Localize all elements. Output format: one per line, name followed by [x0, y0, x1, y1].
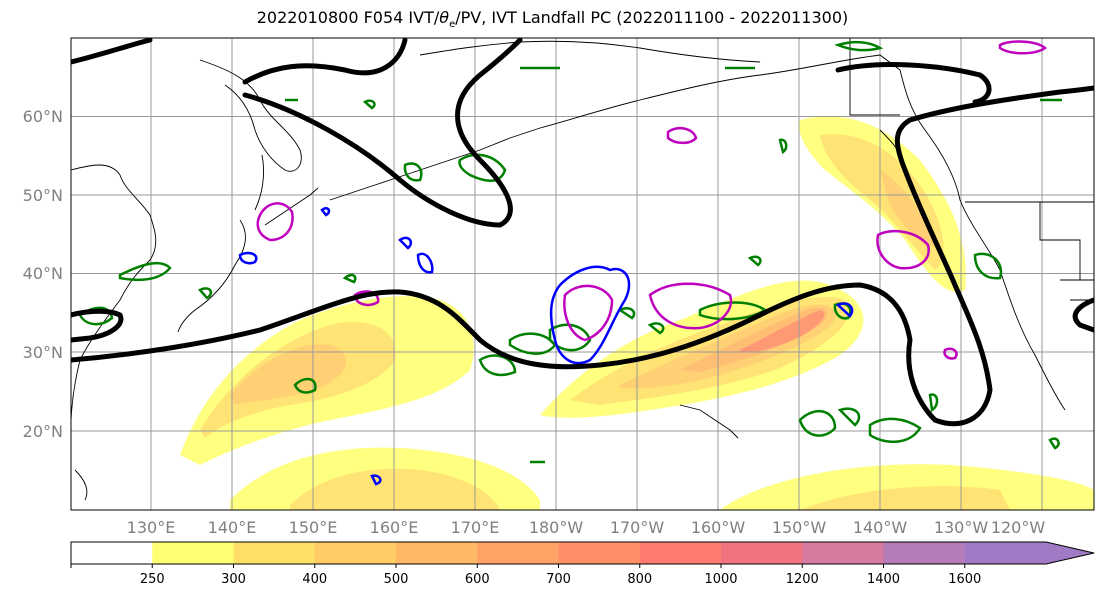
- pv-contours: [71, 38, 1094, 427]
- lat-label: 60°N: [23, 107, 63, 126]
- title-theta: θ: [439, 8, 450, 27]
- colorbar-tick-label: 300: [221, 572, 246, 587]
- lon-label: 170°E: [451, 518, 500, 537]
- colorbar-tick-label: 1200: [786, 572, 819, 587]
- colorbar-segment: [233, 542, 316, 564]
- colorbar-segment: [314, 542, 397, 564]
- coast-philippines: [74, 469, 88, 501]
- colorbar-segment: [396, 542, 478, 564]
- ivt-shading: [180, 116, 1094, 510]
- title-run: 2022010800 F054 IVT/: [256, 8, 440, 27]
- coast-hawaii: [679, 404, 739, 439]
- magenta-contours: [256, 40, 1048, 360]
- lon-labels: 130°E 140°E 150°E 160°E 170°E 180°W 170°…: [127, 518, 1046, 537]
- title-theta-sub: e: [449, 19, 456, 31]
- lon-label: 130°E: [127, 518, 176, 537]
- colorbar-ticks: 250 300 400 500 600 700 800 1000 1200 1400 1600: [70, 564, 981, 587]
- lon-label: 140°W: [853, 518, 908, 537]
- coast-japan: [177, 219, 246, 333]
- coast-sakhalin: [254, 154, 265, 211]
- colorbar-tick-label: 400: [302, 572, 327, 587]
- colorbar-tick-label: 1000: [704, 572, 737, 587]
- lon-label: 150°W: [772, 518, 827, 537]
- colorbar-outline: [70, 541, 1095, 565]
- coast-alaska-north: [419, 40, 761, 63]
- lon-label: 170°W: [610, 518, 665, 537]
- lat-label: 50°N: [23, 186, 63, 205]
- coast-kamchatka: [199, 59, 302, 172]
- lon-label: 150°E: [289, 518, 338, 537]
- map-title: 2022010800 F054 IVT/θe/PV, IVT Landfall …: [0, 8, 1105, 30]
- map-panel: [71, 38, 1094, 510]
- colorbar-segment: [71, 542, 153, 564]
- colorbar-segment: [721, 542, 803, 564]
- colorbar-segment: [802, 542, 884, 564]
- lon-label: 130°W: [934, 518, 989, 537]
- colorbar-tick-label: 1600: [948, 572, 981, 587]
- lon-label: 160°W: [691, 518, 746, 537]
- graticule: [71, 38, 1094, 510]
- colorbar-segments: [71, 542, 1047, 564]
- border-alaska-canada: [849, 38, 900, 116]
- colorbar-segment: [883, 542, 966, 564]
- colorbar-tick-label: 700: [546, 572, 571, 587]
- lon-label: 120°W: [991, 518, 1046, 537]
- colorbar: 250 300 400 500 600 700 800 1000 1200 1400 1600: [70, 541, 1095, 587]
- colorbar-segment: [477, 542, 559, 564]
- coast-alaska: [539, 54, 1066, 411]
- map-frame: [70, 37, 1095, 511]
- colorbar-segment: [152, 542, 234, 564]
- colorbar-tick-label: 1400: [867, 572, 900, 587]
- colorbar-tick-label: 800: [627, 572, 652, 587]
- lon-label: 160°E: [370, 518, 419, 537]
- colorbar-tick-label: 500: [384, 572, 409, 587]
- title-rest: /PV, IVT Landfall PC (2022011100 - 20220…: [455, 8, 849, 27]
- lat-label: 40°N: [23, 264, 63, 283]
- blue-contours: [238, 207, 854, 486]
- colorbar-tick-label: 250: [140, 572, 165, 587]
- lon-label: 140°E: [208, 518, 257, 537]
- colorbar-segment: [639, 542, 722, 564]
- colorbar-extend-arrow: [1046, 542, 1094, 564]
- coast-aleutians: [329, 127, 541, 201]
- colorbar-tick-label: 600: [465, 572, 490, 587]
- colorbar-segment: [558, 542, 641, 564]
- lon-label: 180°W: [529, 518, 584, 537]
- coastlines: [71, 38, 1094, 501]
- coast-kuril: [264, 187, 319, 226]
- lat-label: 20°N: [23, 422, 63, 441]
- lat-label: 30°N: [23, 343, 63, 362]
- colorbar-segment: [964, 542, 1047, 564]
- lat-labels: 60°N 50°N 40°N 30°N 20°N: [23, 107, 63, 441]
